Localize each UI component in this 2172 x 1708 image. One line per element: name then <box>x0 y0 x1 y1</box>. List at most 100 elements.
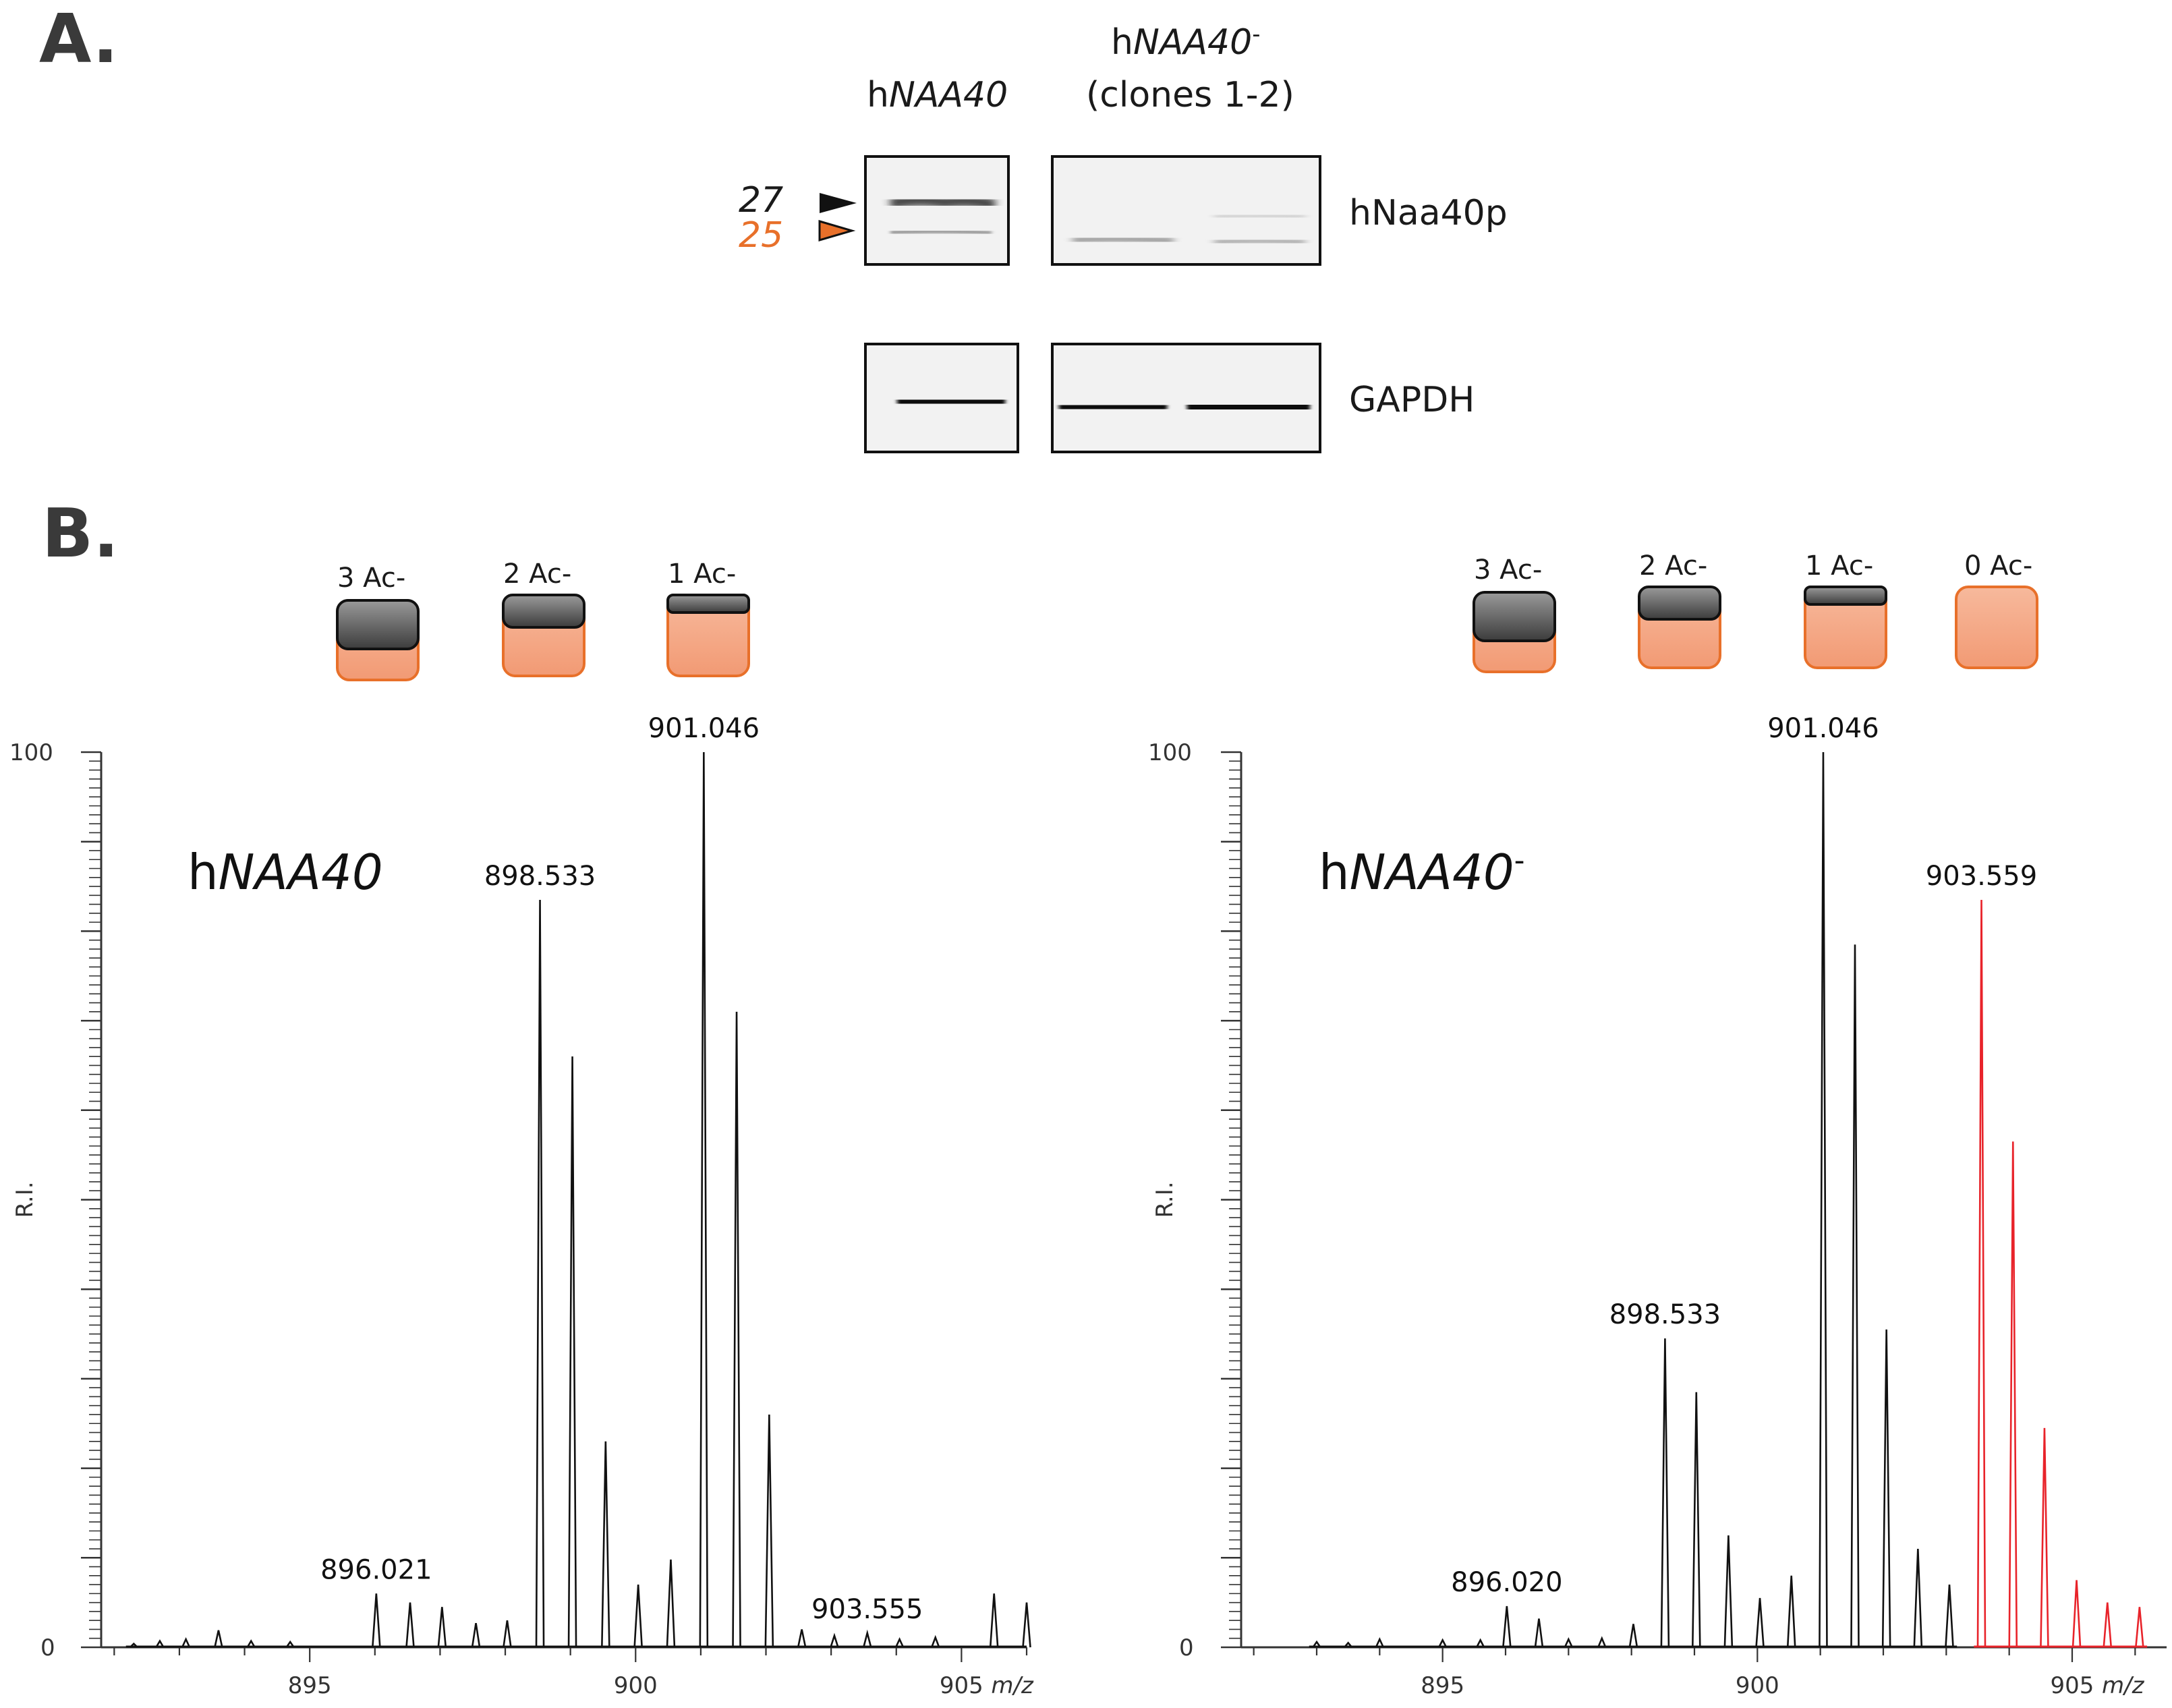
y-min-label: 0 <box>40 1634 55 1661</box>
spectrum-peak <box>863 1629 872 1648</box>
peak-label: 896.020 <box>1451 1567 1562 1598</box>
ac-box-left-3: 3 Ac- <box>336 563 420 681</box>
x-tick-label: 900 <box>1736 1672 1779 1699</box>
svg-text:2 Ac-: 2 Ac- <box>503 559 571 590</box>
spectrum-peak <box>181 1636 191 1648</box>
spectrum-peak <box>129 1642 138 1648</box>
peak-label: 901.046 <box>1767 713 1879 744</box>
x-axis-label: m/z <box>2102 1672 2145 1699</box>
spectrum-peak <box>666 1559 676 1648</box>
y-axis-label: R.I. <box>11 1181 38 1218</box>
spectrum-peak <box>535 899 545 1648</box>
x-axis-label: m/z <box>991 1672 1034 1699</box>
row2-label: GAPDH <box>1349 380 1475 420</box>
spectrum-peak <box>1564 1636 1574 1648</box>
blot-gapdh-wt <box>864 343 1019 453</box>
blot-hnaa40p-wt <box>864 155 1010 266</box>
spectrum-peak <box>437 1607 447 1648</box>
spectrum-peak <box>1312 1640 1321 1648</box>
spectrum-peak <box>1476 1638 1485 1648</box>
peak-label: 903.559 <box>1926 861 2037 892</box>
chart-title: hNAA40- <box>1319 843 1525 901</box>
panel-a-letter: A. <box>39 0 118 78</box>
y-max-label: 100 <box>1148 739 1192 766</box>
spectrum-peak <box>214 1630 223 1648</box>
row1-label: hNaa40p <box>1349 193 1508 233</box>
spectrum-peak <box>1819 751 1828 1648</box>
series-hnaa40-0-ac-: 903.559 <box>1926 861 2148 1648</box>
y-max-label: 100 <box>9 739 53 766</box>
spectrum-peak <box>1344 1641 1353 1648</box>
spectrum-peak <box>1976 899 1987 1648</box>
spectrum-peak <box>1913 1548 1923 1648</box>
spectrum-peak <box>1628 1624 1638 1648</box>
spectrum-peak <box>567 1056 577 1648</box>
chart-title: hNAA40 <box>188 844 383 901</box>
spectrum-peak <box>764 1414 774 1648</box>
spectrum-peak <box>732 1011 741 1648</box>
spectrum-peak <box>1692 1392 1701 1648</box>
y-axis-label: R.I. <box>1151 1181 1178 1218</box>
peak-label: 901.046 <box>648 713 760 744</box>
svg-text:3 Ac-: 3 Ac- <box>337 563 405 594</box>
spectrum-peak <box>633 1585 643 1648</box>
svg-text:3 Ac-: 3 Ac- <box>1474 554 1542 586</box>
spectrum-peak <box>1755 1597 1765 1648</box>
series-hnaa40: 896.021 898.533 901.046 903.555 <box>125 713 1031 1648</box>
blot-gapdh-ko <box>1051 343 1321 453</box>
panel-b-letter: B. <box>42 494 119 573</box>
ac-box-right-0: 0 Ac- <box>1955 550 2038 669</box>
svg-text:1 Ac-: 1 Ac- <box>1805 550 1873 581</box>
spectrum-peak <box>1723 1535 1734 1648</box>
spectrum-peak <box>1881 1329 1891 1648</box>
spectrum-peak <box>601 1441 610 1648</box>
marker-25-arrow <box>818 220 856 241</box>
spectrum-peak <box>405 1602 415 1648</box>
svg-text:0 Ac-: 0 Ac- <box>1964 550 2032 581</box>
series-hnaa40-acetylated-: 896.020 898.533 901.046 <box>1309 713 1957 1648</box>
spectrum-peak <box>2071 1580 2082 1648</box>
spectrum-peak <box>1502 1605 1512 1648</box>
spectrum-peak <box>503 1620 512 1648</box>
svg-text:2 Ac-: 2 Ac- <box>1639 550 1707 581</box>
spectrum-peak <box>372 1593 381 1648</box>
svg-text:1 Ac-: 1 Ac- <box>668 559 736 590</box>
peak-label: 898.533 <box>1609 1299 1721 1330</box>
col1-label: hNAA40 <box>867 75 1008 115</box>
marker-25-label: 25 <box>739 215 783 256</box>
x-tick-label: 905 <box>2051 1672 2094 1699</box>
ac-box-right-1: 1 Ac- <box>1804 550 1887 669</box>
spectrum-chart-right: 895 900 905 m/z 100 0 R.I. hNAA40- 896.020 898.53… <box>1148 713 2167 1699</box>
spectrum-peak <box>2008 1141 2018 1648</box>
spectrum-peak <box>1438 1638 1448 1648</box>
y-min-label: 0 <box>1179 1634 1194 1661</box>
spectrum-peak <box>285 1640 295 1648</box>
spectrum-peak <box>931 1634 940 1648</box>
spectrum-peak <box>1534 1618 1544 1648</box>
ac-box-right-2: 2 Ac- <box>1638 550 1721 669</box>
x-tick-label: 895 <box>1421 1672 1464 1699</box>
spectrum-peak <box>471 1622 481 1648</box>
spectrum-peak <box>699 751 709 1648</box>
spectrum-peak <box>1375 1636 1385 1648</box>
spectrum-peak <box>989 1593 999 1648</box>
peak-label: 898.533 <box>484 861 596 892</box>
spectrum-chart-left: 895 900 905 m/z 100 0 R.I. hNAA40 896.021 898.533… <box>9 713 1034 1699</box>
spectrum-peak <box>1660 1338 1670 1648</box>
spectrum-peak <box>894 1636 905 1648</box>
x-tick-label: 895 <box>288 1672 332 1699</box>
spectrum-peak <box>1945 1585 1954 1648</box>
col2-label: hNAA40- <box>1111 21 1260 63</box>
spectrum-peak <box>1022 1602 1031 1648</box>
blot-hnaa40p-ko <box>1051 155 1321 266</box>
peak-label: 903.555 <box>811 1594 923 1625</box>
spectrum-peak <box>246 1639 256 1648</box>
ac-box-left-1: 1 Ac- <box>666 559 750 677</box>
spectrum-peak <box>797 1629 807 1648</box>
col2-sublabel: (clones 1-2) <box>1086 75 1294 115</box>
spectrum-peak <box>1850 944 1860 1648</box>
x-tick-label: 900 <box>614 1672 658 1699</box>
ac-box-right-3: 3 Ac- <box>1473 554 1556 673</box>
x-tick-label: 905 <box>940 1672 983 1699</box>
